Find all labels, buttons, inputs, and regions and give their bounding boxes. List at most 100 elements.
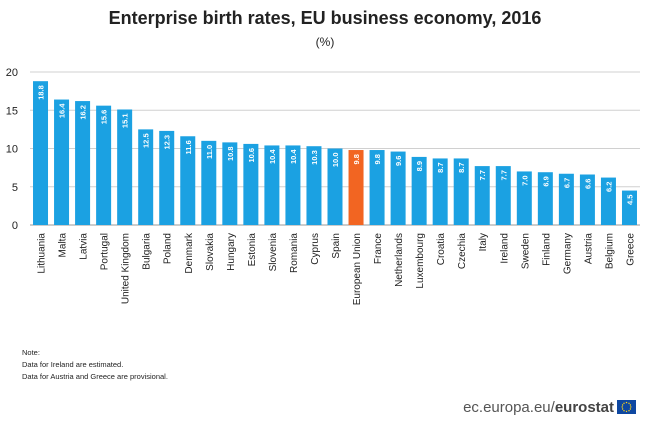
bar (621, 190, 637, 225)
bar (96, 105, 112, 225)
bar (243, 143, 259, 225)
bar (327, 148, 343, 225)
x-tick-label: Czechia (457, 233, 468, 270)
bar-value-label: 8.9 (415, 161, 424, 171)
bar (474, 166, 490, 225)
x-tick-label: Malta (58, 233, 69, 258)
x-tick-label: France (373, 233, 384, 265)
y-tick-label: 0 (12, 220, 18, 232)
bar-value-label: 15.1 (121, 113, 130, 128)
x-tick-label: Cyprus (310, 233, 321, 265)
bar (138, 129, 154, 225)
x-tick-label: Poland (163, 233, 174, 264)
x-tick-label: European Union (352, 233, 363, 305)
y-tick-label: 20 (6, 67, 18, 79)
footer-site: ec.europa.eu/ (463, 399, 555, 416)
bar (33, 81, 49, 226)
bar-value-label: 8.7 (436, 162, 445, 172)
bar (54, 99, 70, 225)
x-tick-label: Germany (562, 233, 573, 274)
bar (348, 150, 364, 225)
bar-value-label: 4.5 (625, 195, 634, 205)
bar (180, 136, 196, 225)
y-tick-label: 10 (6, 144, 18, 156)
x-tick-label: Spain (331, 233, 342, 259)
bar-value-label: 6.2 (604, 182, 613, 192)
bar-value-label: 15.6 (100, 110, 109, 125)
bar-value-label: 16.4 (58, 103, 67, 118)
note-austria-greece: Data for Austria and Greece are provisio… (22, 372, 168, 381)
bar-value-label: 12.3 (163, 135, 172, 150)
x-tick-label: Denmark (184, 232, 195, 274)
bar-value-label: 7.7 (478, 170, 487, 180)
bar-value-label: 16.2 (79, 105, 88, 120)
bar-value-label: 9.8 (373, 154, 382, 164)
x-tick-label: Ireland (499, 233, 510, 264)
bar (432, 158, 448, 225)
x-tick-label: Romania (289, 233, 300, 273)
note-heading: Note: (22, 348, 40, 357)
x-tick-label: United Kingdom (121, 233, 132, 304)
bar-value-label: 18.8 (37, 85, 46, 100)
bar (516, 171, 532, 225)
bar-value-label: 10.6 (247, 148, 256, 163)
bar-value-label: 7.0 (520, 175, 529, 185)
bar-value-label: 6.9 (541, 176, 550, 186)
bar-value-label: 8.7 (457, 162, 466, 172)
y-tick-label: 15 (6, 105, 18, 117)
x-tick-label: Portugal (100, 233, 111, 270)
bar (264, 145, 280, 225)
bar-value-label: 11.0 (205, 145, 214, 159)
bar-value-label: 9.6 (394, 156, 403, 166)
x-tick-label: Bulgaria (142, 233, 153, 270)
bar-value-label: 10.0 (331, 153, 340, 168)
x-tick-label: Greece (625, 233, 636, 266)
bar (159, 130, 175, 225)
bar-value-label: 10.3 (310, 150, 319, 165)
bar (75, 101, 91, 225)
chart-title: Enterprise birth rates, EU business econ… (108, 8, 542, 28)
footer-brand: eurostat (554, 399, 614, 416)
bar-value-label: 12.5 (142, 133, 151, 148)
x-tick-label: Netherlands (394, 233, 405, 287)
x-tick-label: Austria (583, 233, 594, 265)
x-tick-label: Italy (478, 233, 489, 251)
bar (537, 172, 553, 225)
bar (558, 173, 574, 225)
bar-value-label: 10.4 (289, 149, 298, 164)
bar (117, 109, 133, 225)
bar-chart: 0 5 10 15 20 18.8 Lithuania 16.4 Malta 16.2 Latvia… (6, 67, 640, 305)
y-tick-label: 5 (12, 182, 18, 194)
x-tick-label: Latvia (79, 233, 90, 260)
bar (579, 174, 595, 225)
x-tick-label: Lithuania (37, 233, 48, 274)
bar (369, 150, 385, 225)
bar (453, 158, 469, 225)
bar-value-label: 11.6 (184, 140, 193, 154)
footer-source[interactable]: ec.europa.eu/eurostat (463, 399, 614, 416)
bar (600, 177, 616, 225)
bar (222, 142, 238, 225)
bar (390, 151, 406, 225)
bar-value-label: 6.7 (562, 178, 571, 188)
bar-value-label: 10.8 (226, 146, 235, 161)
bar (285, 145, 301, 225)
bar (201, 140, 217, 225)
x-tick-label: Sweden (520, 233, 531, 269)
x-tick-label: Hungary (226, 233, 237, 271)
x-tick-label: Luxembourg (415, 233, 426, 289)
eu-flag-icon (617, 400, 636, 414)
x-tick-label: Estonia (247, 233, 258, 267)
x-tick-label: Slovakia (205, 233, 216, 271)
bar (306, 146, 322, 225)
bar (495, 166, 511, 225)
bar-value-label: 6.6 (583, 179, 592, 189)
x-tick-label: Belgium (604, 233, 615, 269)
note-ireland: Data for Ireland are estimated. (22, 360, 124, 369)
x-tick-label: Croatia (436, 233, 447, 266)
bar-value-label: 7.7 (499, 170, 508, 180)
chart-subtitle: (%) (315, 35, 335, 49)
x-tick-label: Slovenia (268, 233, 279, 272)
x-tick-label: Finland (541, 233, 552, 266)
bar-value-label: 10.4 (268, 149, 277, 164)
